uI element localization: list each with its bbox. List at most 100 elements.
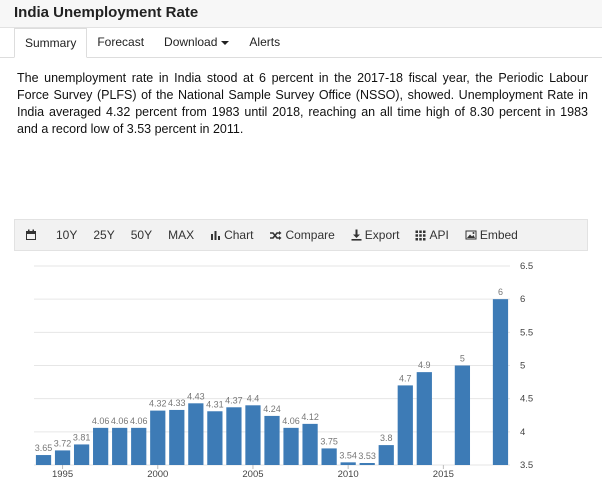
tab-alerts-label: Alerts [249,35,281,49]
compare-button[interactable]: Compare [269,228,335,242]
range-25y-label: 25Y [93,228,115,242]
bar-value-label: 4.06 [130,416,148,426]
bar-value-label: 3.53 [358,451,376,461]
bar-value-label: 4.12 [301,412,319,422]
embed-button[interactable]: Embed [465,228,518,242]
chart-bar[interactable] [378,445,394,465]
compare-button-label: Compare [285,228,335,242]
chart-bar[interactable] [302,423,318,465]
api-button-label: API [429,228,449,242]
bar-value-label: 4.7 [399,373,412,383]
bar-value-label: 4.06 [92,416,110,426]
chart-bar[interactable] [340,462,356,465]
grid-icon [415,230,426,240]
y-tick-label: 4 [520,427,525,438]
title-bar: India Unemployment Rate [0,0,602,28]
chart-bar[interactable] [35,455,52,465]
chart-y-axis: 3.5 4 4.5 5 5.5 6 6.5 [520,261,533,471]
bar-value-label: 3.75 [320,436,338,446]
tab-download[interactable]: Download [154,28,239,57]
embed-button-label: Embed [479,228,518,242]
chart-canvas: 3.65 3.723.814.06 4.06 4.064.32 4.334.434.31… [34,261,533,480]
bar-value-label: 4.43 [187,391,205,401]
chart-bar[interactable] [454,365,471,466]
bar-value-label: 3.54 [339,450,357,460]
x-tick-label: 2010 [338,469,359,480]
bar-value-label: 3.81 [73,432,91,442]
export-button-label: Export [364,228,400,242]
chart-x-axis: 1995 2000 2005 2010 2015 [52,465,454,480]
export-button[interactable]: Export [351,228,400,242]
calendar-button[interactable] [25,229,40,241]
chart-bar[interactable] [397,385,413,465]
range-10y-label: 10Y [56,228,78,242]
y-tick-label: 5 [520,361,525,372]
tabs-divider [0,57,602,58]
chart-bar[interactable] [54,450,71,465]
unemployment-chart: 3.65 3.72 3.81 4.06 4.06 4.06 4.32 4.33 4.43 4.31… [14,252,588,487]
bar-value-label: 4.4 [247,393,260,403]
x-tick-label: 1995 [52,469,73,480]
chart-toolbar: 10Y 25Y 50Y MAX Chart Compare Export [14,219,588,251]
bar-value-label: 6 [498,287,503,297]
chart-bar[interactable] [492,299,509,465]
y-tick-label: 6.5 [520,261,533,272]
range-50y-button[interactable]: 50Y [131,228,152,242]
bar-value-label: 3.72 [54,438,72,448]
range-max-button[interactable]: MAX [168,228,194,242]
y-tick-label: 5.5 [520,327,533,338]
chart-bar[interactable] [264,415,280,465]
bar-value-label: 4.31 [206,399,224,409]
tab-forecast-label: Forecast [97,35,145,49]
chart-bar[interactable] [245,405,261,465]
chart-bar[interactable] [207,411,223,465]
page-title: India Unemployment Rate [14,4,199,21]
chart-bar[interactable] [226,407,242,465]
summary-description: The unemployment rate in India stood at … [17,71,588,136]
bar-value-label: 4.33 [168,398,186,408]
tab-download-label: Download [164,35,218,49]
chart-bar[interactable] [169,409,185,465]
bar-value-label: 5 [460,354,465,364]
download-icon [351,229,362,241]
chart-bar[interactable] [188,403,204,465]
api-button[interactable]: API [415,228,449,242]
bar-value-label: 4.06 [111,416,129,426]
chart-bars [35,299,509,466]
bar-value-label: 3.8 [380,433,393,443]
bar-value-label: 4.9 [418,360,431,370]
range-max-label: MAX [168,228,195,242]
image-icon [465,230,477,240]
chart-button[interactable]: Chart [210,228,253,242]
range-50y-label: 50Y [130,228,153,242]
chart-bar[interactable] [93,427,109,465]
tab-bar: Summary Forecast Download Alerts [14,28,290,58]
chart-bar[interactable] [359,463,375,465]
chart-bar[interactable] [112,427,128,465]
tab-summary-label: Summary [25,36,77,50]
y-tick-label: 6 [520,294,525,305]
chart-bar[interactable] [131,427,147,465]
x-tick-label: 2015 [433,469,454,480]
caret-down-icon [221,40,230,45]
tab-forecast[interactable]: Forecast [87,28,154,57]
shuffle-icon [270,230,282,240]
chart-value-labels: 3.65 3.723.814.06 4.06 4.064.32 4.334.434.31… [35,287,503,461]
range-25y-button[interactable]: 25Y [93,228,114,242]
chart-bar[interactable] [416,372,432,465]
bar-value-label: 4.06 [282,416,300,426]
bar-value-label: 4.37 [225,395,243,405]
calendar-icon [26,229,36,240]
y-tick-label: 3.5 [520,460,533,471]
chart-bar[interactable] [73,444,90,465]
chart-bar[interactable] [321,448,337,465]
tab-alerts[interactable]: Alerts [239,28,290,57]
bar-value-label: 4.24 [263,404,281,414]
chart-button-label: Chart [224,228,254,242]
chart-bar[interactable] [283,427,299,465]
y-tick-label: 4.5 [520,394,533,405]
tab-summary[interactable]: Summary [14,28,88,58]
bar-value-label: 3.65 [35,443,53,453]
chart-bar[interactable] [150,410,166,465]
range-10y-button[interactable]: 10Y [56,228,77,242]
